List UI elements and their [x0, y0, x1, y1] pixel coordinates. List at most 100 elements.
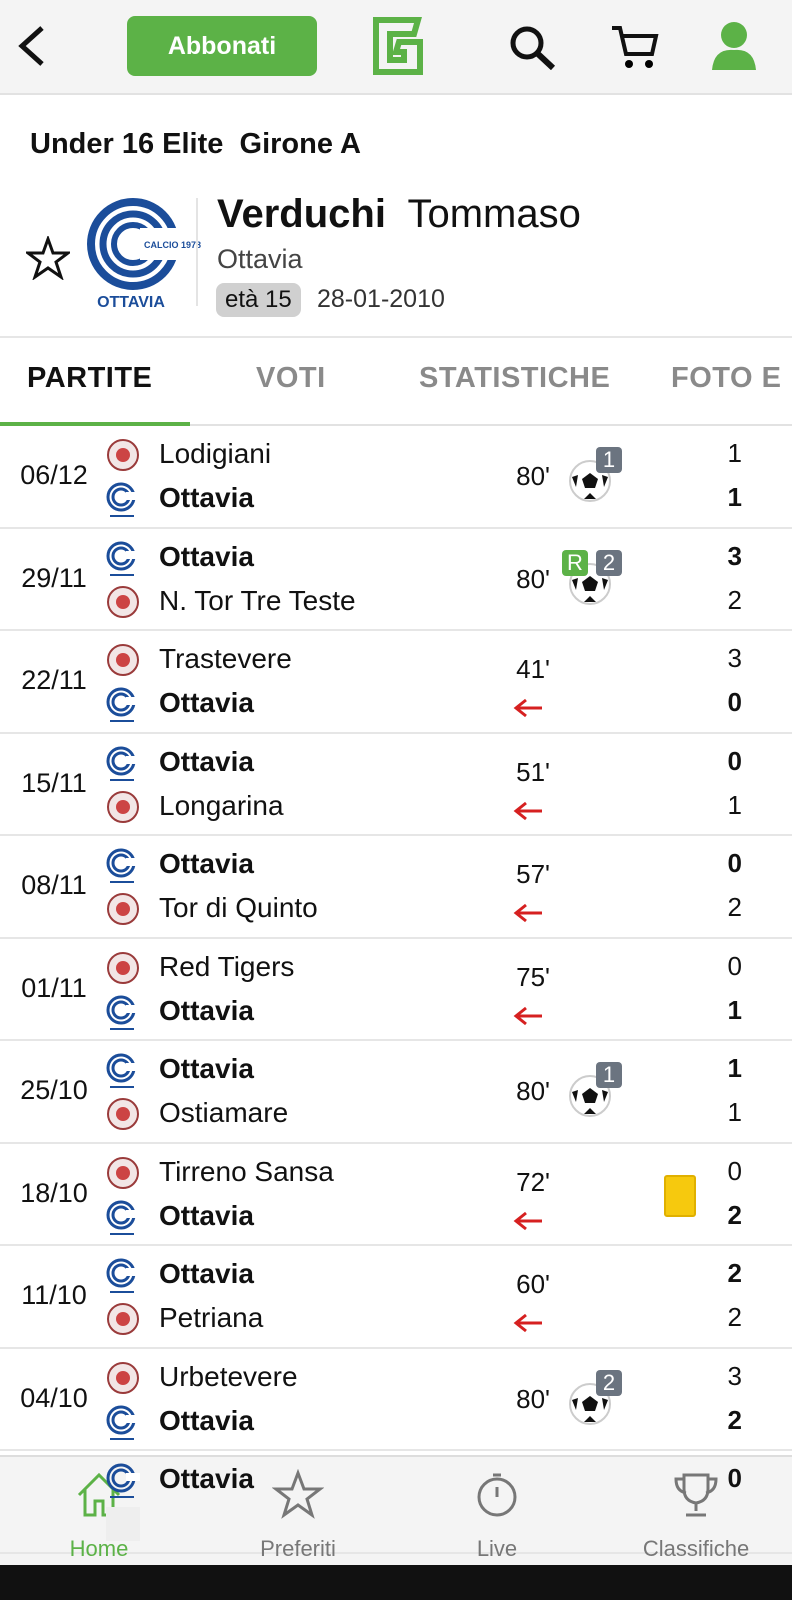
score: 1: [727, 482, 742, 512]
search-button[interactable]: [508, 24, 558, 70]
score: 3: [727, 540, 742, 571]
minutes-played: 80': [516, 1383, 550, 1414]
top-bar: Abbonati: [0, 0, 792, 95]
team-logo: [106, 541, 140, 576]
nav-label[interactable]: Classifiche: [642, 1536, 750, 1561]
team-name: Tor di Quinto: [159, 892, 318, 923]
minutes-played: 60': [516, 1269, 550, 1300]
nav-icon: [477, 1473, 517, 1517]
age-badge: età 15: [216, 283, 301, 317]
match-row[interactable]: 25/10 Ottavia 1 Ostiamare 1 80' 1: [0, 1041, 792, 1144]
match-row[interactable]: 08/11 Ottavia 0 Tor di Quinto 2 57': [0, 836, 792, 939]
tab[interactable]: VOTI: [256, 362, 326, 394]
team-name: Ottavia: [159, 848, 254, 879]
team-logo: [107, 439, 139, 471]
team-name: Ottavia: [159, 1404, 254, 1436]
match-date: 25/10: [20, 1075, 88, 1106]
team-name: Ottavia: [159, 540, 254, 572]
nav-label[interactable]: Live: [476, 1536, 518, 1561]
score: 1: [727, 789, 742, 820]
match-row[interactable]: 04/10 Urbetevere 3 Ottavia 2 80' 2: [0, 1349, 792, 1451]
match-row[interactable]: 06/12 Lodigiani 1 Ottavia 1 80' 1: [0, 426, 792, 529]
profile-button[interactable]: [710, 20, 758, 72]
score: 0: [727, 1155, 742, 1186]
team-logo: [107, 951, 139, 984]
divider: [196, 198, 198, 306]
minutes-played: 41': [516, 654, 550, 685]
nav-icon: [272, 1469, 324, 1519]
team-name: Lodigiani: [159, 438, 272, 469]
match-row[interactable]: 22/11 Trastevere 3 Ottavia 0 41': [0, 631, 792, 734]
nav-label[interactable]: Preferiti: [260, 1536, 336, 1561]
team-logo: [107, 1361, 139, 1394]
score: 1: [727, 438, 742, 468]
birth-date: 28-01-2010: [317, 285, 445, 313]
team-name: Ottavia: [159, 482, 254, 513]
team-name: Ottavia: [159, 687, 254, 718]
match-row[interactable]: 01/11 Red Tigers 0 Ottavia 1 75': [0, 939, 792, 1041]
nav-label[interactable]: Home: [69, 1536, 129, 1561]
score: 0: [727, 1463, 742, 1493]
yellow-card: [664, 1174, 696, 1217]
team-logo: [106, 482, 140, 517]
logo-caption: CALCIO 1978: [144, 240, 201, 250]
team-name: Tirreno Sansa: [159, 1155, 334, 1187]
team-name: Urbetevere: [159, 1360, 298, 1392]
divider: [0, 336, 792, 338]
score: 3: [727, 643, 742, 673]
match-date: 01/11: [21, 972, 87, 1003]
team-logo: [106, 687, 140, 722]
team-name: Ottavia: [159, 745, 254, 777]
goal-count: 2: [596, 549, 622, 576]
team-name: Ottavia: [159, 1199, 254, 1231]
team-logo: [106, 1258, 140, 1293]
surname: Verduchi: [217, 192, 386, 236]
tab[interactable]: FOTO E: [671, 362, 782, 394]
team-logo-placeholder: [106, 1507, 140, 1541]
minutes-played: 57': [516, 859, 550, 890]
score: 2: [727, 1404, 742, 1435]
team-logo: [107, 1156, 139, 1189]
minutes-played: 51': [516, 756, 550, 787]
match-date: 04/10: [20, 1382, 88, 1413]
team-logo: [106, 1053, 140, 1088]
match-row[interactable]: Ottavia 0: [0, 1451, 792, 1554]
goal-count: 1: [596, 447, 622, 474]
team-name: Petriana: [159, 1302, 264, 1333]
cart-button[interactable]: [610, 24, 660, 70]
tab[interactable]: PARTITE: [27, 362, 153, 394]
substitution-out-icon: [513, 801, 542, 820]
league: Under 16 Elite: [30, 128, 224, 160]
score: 2: [727, 1302, 742, 1332]
score: 0: [727, 848, 742, 878]
team-logo: [107, 790, 139, 823]
match-date: 18/10: [20, 1177, 88, 1208]
match-date: 08/11: [21, 870, 87, 901]
team-logo: [107, 893, 139, 925]
team-name: Ottavia: [159, 1258, 254, 1289]
match-date: 06/12: [20, 460, 88, 491]
match-row[interactable]: 29/11 Ottavia 3 N. Tor Tre Teste 2 80' 2 R: [0, 529, 792, 631]
score: 2: [727, 1199, 742, 1230]
nav-icon: [674, 1473, 718, 1517]
tab[interactable]: STATISTICHE: [419, 362, 611, 394]
score: 3: [727, 1360, 742, 1391]
favorite-star[interactable]: [26, 236, 70, 280]
app-logo[interactable]: [366, 14, 426, 78]
team-logo: [106, 1463, 140, 1498]
team-logo: [106, 1405, 140, 1440]
subscribe-button[interactable]: Abbonati: [127, 16, 317, 76]
substitution-out-icon: [513, 1211, 542, 1230]
back-button[interactable]: [14, 24, 48, 68]
team-name: Longarina: [159, 789, 284, 821]
score: 2: [727, 584, 742, 615]
match-row[interactable]: 18/10 Tirreno Sansa 0 Ottavia 2 72': [0, 1144, 792, 1246]
team-logo: [107, 585, 139, 618]
match-row[interactable]: 11/10 Ottavia 2 Petriana 2 60': [0, 1246, 792, 1349]
goal-count: 2: [596, 1369, 622, 1396]
group: Girone A: [239, 128, 361, 160]
match-row[interactable]: 15/11 Ottavia 0 Longarina 1 51': [0, 734, 792, 836]
team-name: Red Tigers: [159, 950, 295, 982]
